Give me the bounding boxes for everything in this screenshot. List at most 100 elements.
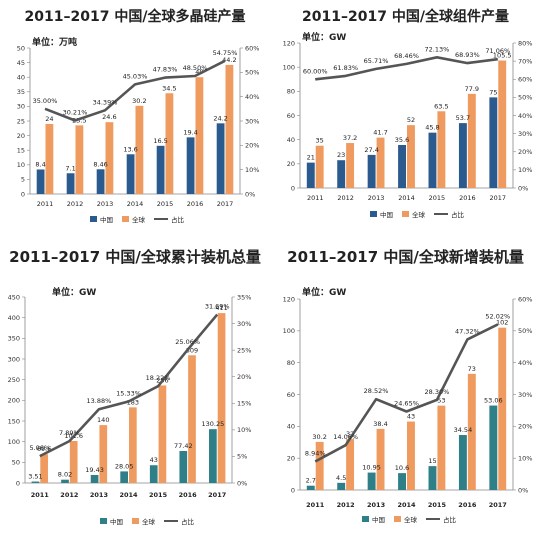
- bar-global: [437, 111, 446, 188]
- bar-global: [105, 122, 114, 194]
- left-tick-label: 350: [8, 335, 20, 343]
- bar-global-label: 309: [186, 346, 198, 354]
- right-tick-label: 60%: [245, 44, 259, 52]
- bar-global: [217, 313, 226, 483]
- legend-global-label: 全球: [132, 215, 146, 224]
- ratio-label: 34.39%: [93, 98, 118, 106]
- chart-title: 2011–2017 中国/全球新增装机量: [287, 248, 524, 266]
- left-tick-label: 20: [287, 160, 295, 168]
- bar-china-label: 45.8: [425, 124, 439, 132]
- bar-china-label: 19.43: [85, 466, 104, 474]
- left-tick-label: 0: [16, 479, 20, 487]
- left-tick-label: 25: [17, 117, 25, 125]
- bar-china: [61, 479, 69, 483]
- bar-global-label: 77.9: [465, 85, 479, 93]
- ratio-label: 65.71%: [364, 57, 389, 65]
- ratio-label: 24.65%: [394, 400, 419, 408]
- bar-global-label: 23.5: [72, 116, 86, 124]
- ratio-line: [315, 56, 498, 81]
- bar-china: [156, 145, 165, 194]
- left-tick-label: 15: [17, 147, 25, 155]
- bar-global: [467, 93, 476, 188]
- bar-china: [367, 154, 376, 188]
- x-tick-label: 2012: [337, 501, 355, 509]
- chart-svg: 单位：GW 0 20 40 60 80 100 120 0% 10% 20% 30% 40% 50% 60%…: [283, 31, 533, 219]
- bar-china: [126, 154, 135, 194]
- bar-china: [66, 173, 75, 194]
- legend-china-label: 中国: [380, 210, 393, 219]
- x-tick-label: 2016: [187, 200, 204, 208]
- ratio-label: 7.89%: [59, 429, 80, 437]
- left-tick-label: 30: [17, 103, 25, 111]
- x-tick-label: 2015: [428, 501, 447, 509]
- ratio-label: 72.13%: [425, 45, 450, 53]
- right-tick-label: 40%: [518, 359, 532, 367]
- chart-panel-cumulative-installed: 2011–2017 中国/全球累计装机总量 单位：GW 0 50 100 150 200 2…: [0, 240, 270, 536]
- bar-china: [96, 169, 105, 194]
- bar-global-label: 37.2: [343, 134, 357, 142]
- legend-ratio-label: 占比: [171, 215, 185, 224]
- ratio-line: [44, 59, 226, 122]
- right-tick-label: 30%: [518, 391, 532, 399]
- bar-china-label: 8.4: [35, 160, 45, 168]
- left-tick-label: 0: [21, 190, 25, 198]
- bar-global-label: 102: [496, 319, 508, 327]
- x-tick-label: 2014: [119, 491, 138, 499]
- unit-label: 单位：GW: [302, 31, 346, 43]
- ratio-label: 35.00%: [33, 97, 58, 105]
- legend-global-label: 全球: [404, 515, 418, 524]
- left-tick-label: 250: [8, 376, 20, 384]
- unit-label: 单位：万吨: [32, 36, 77, 48]
- legend-china-swatch: [90, 216, 97, 222]
- bar-global-label: 32: [346, 430, 354, 438]
- bar-china: [149, 465, 158, 483]
- x-tick-label: 2015: [157, 200, 174, 208]
- x-tick-label: 2013: [90, 491, 108, 499]
- left-tick-label: 50: [12, 459, 20, 467]
- ratio-line: [39, 313, 219, 458]
- left-tick-label: 10: [17, 161, 25, 169]
- bar-global: [376, 137, 385, 188]
- right-tick-label: 10%: [237, 426, 251, 434]
- bar-global: [346, 439, 355, 490]
- legend-ratio-label: 占比: [451, 210, 465, 219]
- left-tick-label: 20: [17, 132, 25, 140]
- x-tick-label: 2012: [337, 194, 354, 202]
- left-tick-label: 45: [17, 59, 25, 67]
- bar-china-label: 77.42: [174, 442, 193, 450]
- bar-china: [337, 482, 346, 490]
- ratio-label: 15.33%: [116, 390, 141, 398]
- bar-china-label: 35.6: [395, 136, 409, 144]
- bar-global: [135, 105, 144, 194]
- bar-global-label: 183: [127, 398, 139, 406]
- right-tick-label: 30%: [237, 320, 251, 328]
- right-tick-label: 50%: [518, 94, 532, 102]
- bar-global-label: 34.5: [162, 84, 176, 92]
- right-tick-label: 35%: [237, 293, 251, 301]
- bar-china-label: 10.95: [362, 464, 381, 472]
- bar-china: [36, 169, 45, 194]
- legend-china-swatch: [362, 516, 369, 522]
- x-tick-label: 2016: [458, 501, 477, 509]
- bar-global-label: 105.5: [493, 52, 512, 60]
- ratio-label: 68.46%: [394, 52, 419, 60]
- bar-china: [367, 472, 376, 490]
- legend-ratio-label: 占比: [181, 517, 195, 526]
- bar-china: [428, 132, 437, 188]
- right-tick-label: 50%: [245, 69, 259, 77]
- left-tick-label: 40: [287, 136, 295, 144]
- bar-china-label: 10.6: [395, 464, 409, 472]
- legend-china-label: 中国: [100, 215, 113, 224]
- x-tick-label: 2012: [67, 200, 84, 208]
- left-tick-label: 150: [8, 417, 20, 425]
- bar-global-label: 41.7: [373, 129, 387, 137]
- bar-china: [179, 450, 188, 483]
- left-tick-label: 200: [8, 397, 20, 405]
- ratio-label: 61.83%: [333, 64, 358, 72]
- bar-global-label: 44.2: [222, 56, 236, 64]
- right-tick-label: 60%: [518, 295, 532, 303]
- right-tick-label: 70%: [518, 57, 532, 65]
- left-tick-label: 0: [291, 486, 295, 494]
- legend-china-label: 中国: [372, 515, 385, 524]
- x-tick-label: 2017: [490, 194, 507, 202]
